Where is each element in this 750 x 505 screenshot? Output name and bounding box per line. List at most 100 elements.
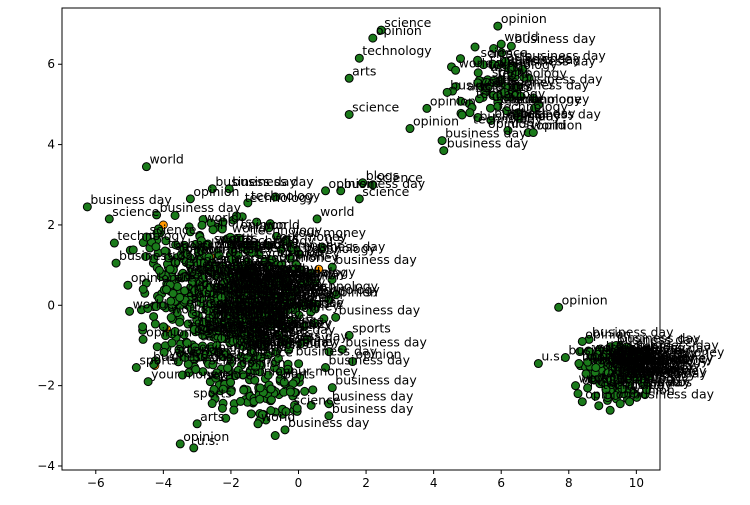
- cluster-label: arts: [597, 340, 621, 355]
- scatter-point: [206, 299, 216, 309]
- scatter-point: [199, 317, 209, 327]
- scatter-point: [182, 338, 192, 348]
- point-label: business day: [514, 31, 596, 46]
- scatter-point: [296, 265, 306, 275]
- point-label: arts: [352, 63, 376, 78]
- scatter-point: [285, 387, 295, 397]
- scatter-point: [174, 344, 184, 354]
- x-tick-label: −4: [155, 476, 173, 490]
- scatter-point: [209, 385, 219, 395]
- scatter-point: [170, 326, 180, 336]
- scatter-point: [206, 267, 216, 277]
- point-label: opinion: [562, 292, 608, 307]
- scatter-point: [218, 217, 228, 227]
- x-tick-label: −6: [87, 476, 105, 490]
- scatter-point: [276, 269, 286, 279]
- scatter-point: [152, 342, 162, 352]
- scatter-point: [457, 110, 467, 120]
- scatter-point: [138, 284, 148, 294]
- cluster-label: arts: [467, 78, 491, 93]
- x-tick-label: 2: [362, 476, 370, 490]
- point-label: opinion: [131, 270, 177, 285]
- cluster-label: arts: [489, 71, 513, 86]
- point-label: science: [149, 222, 196, 237]
- scatter-point: [273, 353, 283, 363]
- scatter-point: [226, 377, 236, 387]
- point-label: science: [376, 170, 423, 185]
- scatter-point: [285, 253, 295, 263]
- scatter-point: [299, 321, 309, 331]
- x-tick-label: −2: [222, 476, 240, 490]
- point-label: science: [384, 15, 431, 30]
- scatter-point: [159, 347, 169, 357]
- scatter-point: [246, 409, 256, 419]
- cluster-label: science: [176, 342, 223, 357]
- scatter-point: [226, 387, 236, 397]
- scatter-point: [204, 329, 214, 339]
- cluster-label: business day: [479, 109, 561, 124]
- scatter-point: [128, 245, 138, 255]
- scatter-point: [270, 431, 280, 441]
- scatter-point: [294, 359, 304, 369]
- scatter-point: [263, 370, 273, 380]
- scatter-point: [573, 389, 583, 399]
- point-label: business day: [232, 174, 314, 189]
- y-tick-label: −2: [37, 379, 55, 393]
- scatter-point: [149, 359, 159, 369]
- point-label: world: [149, 152, 183, 167]
- scatter-point: [191, 364, 201, 374]
- scatter-point: [179, 330, 189, 340]
- point-label: opinion: [146, 324, 192, 339]
- scatter-point: [283, 364, 293, 374]
- scatter-point: [222, 274, 232, 284]
- scatter-point: [296, 339, 306, 349]
- scatter-point: [302, 334, 312, 344]
- point-label: sports: [352, 320, 391, 335]
- point-label: u.s.: [541, 349, 563, 364]
- point-label: opinion: [501, 11, 547, 26]
- scatter-point: [594, 401, 604, 411]
- point-label: world: [261, 409, 295, 424]
- scatter-point: [190, 342, 200, 352]
- scatter-point: [149, 312, 159, 322]
- scatter-point: [187, 309, 197, 319]
- point-label: opinion: [430, 93, 476, 108]
- scatter-point: [324, 347, 334, 357]
- scatter-point: [211, 316, 221, 326]
- x-tick-label: 6: [497, 476, 505, 490]
- scatter-point: [286, 315, 296, 325]
- scatter-point: [154, 294, 164, 304]
- cluster-label: science: [279, 278, 326, 293]
- point-label: science: [352, 99, 399, 114]
- scatter-point: [234, 233, 244, 243]
- scatter-point: [238, 341, 248, 351]
- scatter-point: [229, 405, 239, 415]
- scatter-point: [276, 244, 286, 254]
- scatter-point: [206, 347, 216, 357]
- scatter-point: [189, 354, 199, 364]
- scatter-point: [300, 386, 310, 396]
- scatter-point: [217, 333, 227, 343]
- scatter-point: [236, 396, 246, 406]
- scatter-point: [246, 264, 256, 274]
- scatter-point: [575, 347, 585, 357]
- scatter-point: [237, 260, 247, 270]
- scatter-point: [197, 220, 207, 230]
- cluster-label: opinion: [196, 286, 242, 301]
- scatter-point: [171, 240, 181, 250]
- scatter-point: [280, 285, 290, 295]
- scatter-point: [239, 385, 249, 395]
- scatter-point: [282, 276, 292, 286]
- scatter-point: [241, 314, 251, 324]
- scatter-point: [264, 241, 274, 251]
- scatter-point: [319, 314, 329, 324]
- scatter-point: [291, 287, 301, 297]
- cluster-label: science: [525, 51, 572, 66]
- scatter-point: [327, 275, 337, 285]
- scatter-point: [150, 319, 160, 329]
- scatter-point: [212, 368, 222, 378]
- scatter-point: [280, 236, 290, 246]
- scatter-point: [615, 399, 625, 409]
- scatter-point: [255, 383, 265, 393]
